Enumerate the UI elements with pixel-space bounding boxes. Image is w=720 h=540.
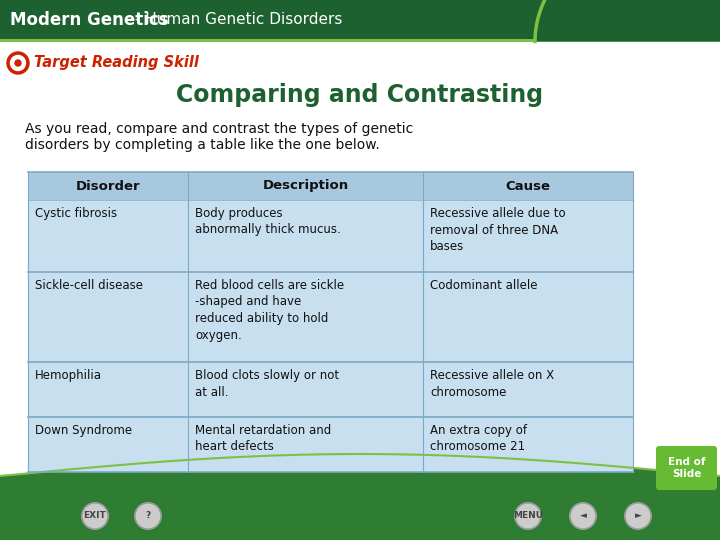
Circle shape [515,503,541,529]
Text: ?: ? [145,511,150,521]
Text: disorders by completing a table like the one below.: disorders by completing a table like the… [25,138,379,152]
Text: Disorder: Disorder [76,179,140,192]
Circle shape [570,503,596,529]
Polygon shape [0,454,720,540]
Text: Down Syndrome: Down Syndrome [35,424,132,437]
Text: - Human Genetic Disorders: - Human Genetic Disorders [130,12,343,28]
Text: Hemophilia: Hemophilia [35,369,102,382]
Circle shape [82,503,108,529]
Text: Cause: Cause [505,179,551,192]
Text: End of
Slide: End of Slide [667,457,706,479]
Text: Body produces
abnormally thick mucus.: Body produces abnormally thick mucus. [195,207,341,237]
Text: Mental retardation and
heart defects: Mental retardation and heart defects [195,424,331,454]
Text: As you read, compare and contrast the types of genetic: As you read, compare and contrast the ty… [25,122,413,136]
Circle shape [15,60,21,66]
Text: Cystic fibrosis: Cystic fibrosis [35,207,117,220]
FancyBboxPatch shape [0,42,720,502]
FancyBboxPatch shape [0,497,720,540]
Text: Target Reading Skill: Target Reading Skill [34,56,199,71]
Polygon shape [535,0,720,42]
FancyBboxPatch shape [0,39,720,42]
Circle shape [11,56,25,71]
Text: Sickle-cell disease: Sickle-cell disease [35,279,143,292]
Text: An extra copy of
chromosome 21: An extra copy of chromosome 21 [430,424,527,454]
Text: Recessive allele on X
chromosome: Recessive allele on X chromosome [430,369,554,399]
FancyBboxPatch shape [0,472,720,540]
FancyBboxPatch shape [0,0,720,40]
Text: EXIT: EXIT [84,511,107,521]
Text: Blood clots slowly or not
at all.: Blood clots slowly or not at all. [195,369,339,399]
Circle shape [135,503,161,529]
Text: Description: Description [262,179,348,192]
Circle shape [7,52,29,74]
FancyBboxPatch shape [656,446,717,490]
Text: MENU: MENU [513,511,543,521]
Text: Red blood cells are sickle
-shaped and have
reduced ability to hold
oxygen.: Red blood cells are sickle -shaped and h… [195,279,344,341]
Text: Recessive allele due to
removal of three DNA
bases: Recessive allele due to removal of three… [430,207,566,253]
Text: Modern Genetics: Modern Genetics [10,11,168,29]
Polygon shape [13,54,23,72]
FancyBboxPatch shape [28,172,633,200]
Text: ►: ► [634,511,642,521]
Text: Codominant allele: Codominant allele [430,279,538,292]
Text: Comparing and Contrasting: Comparing and Contrasting [176,83,544,107]
Text: ◄: ◄ [580,511,586,521]
Circle shape [625,503,651,529]
FancyBboxPatch shape [28,172,633,472]
